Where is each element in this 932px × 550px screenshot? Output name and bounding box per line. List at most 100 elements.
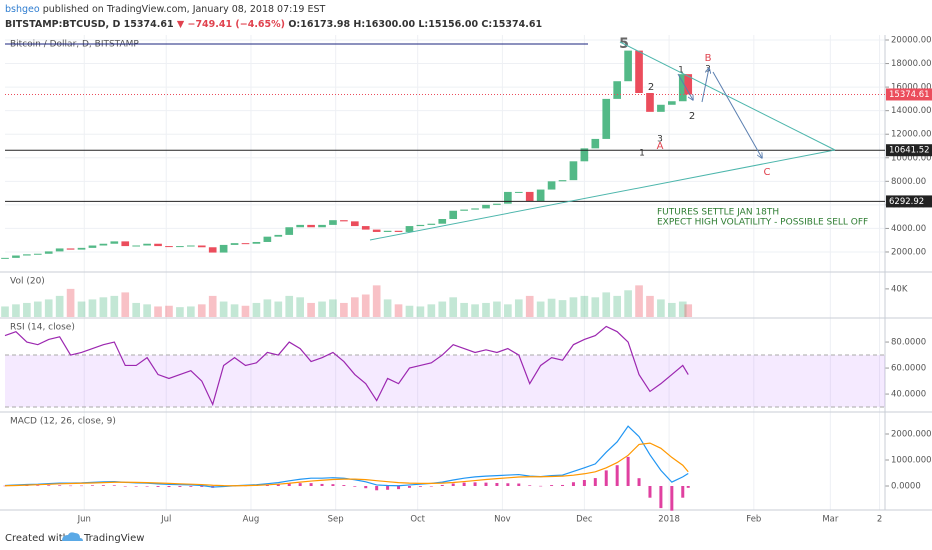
macd-histogram-bar	[582, 480, 586, 487]
y-tick-label: 0.0000	[891, 482, 921, 492]
macd-histogram-bar	[298, 483, 302, 487]
candle	[66, 248, 75, 250]
candle	[624, 50, 632, 82]
candle	[154, 243, 162, 247]
candle	[525, 191, 534, 202]
volume-bar	[274, 301, 283, 317]
last-price-badge	[886, 88, 932, 101]
open: O:16173.98	[288, 19, 350, 30]
candle	[471, 208, 479, 210]
pane-title: RSI (14, close)	[10, 323, 75, 333]
candle	[547, 181, 556, 190]
candle	[383, 230, 392, 232]
footer-brand[interactable]: TradingView	[83, 533, 144, 544]
volume-bar	[252, 302, 261, 317]
volume-bar	[591, 297, 600, 317]
y-tick-label: 18000.00	[891, 59, 932, 69]
volume-bar	[1, 306, 9, 317]
volume-bar	[219, 301, 228, 317]
macd-histogram-bar	[58, 485, 62, 487]
volume-bar	[110, 295, 119, 317]
volume-bar	[66, 288, 75, 317]
macd-histogram-bar	[90, 485, 94, 487]
volume-bar	[668, 302, 676, 317]
volume-bar	[438, 301, 447, 317]
volume-bar	[504, 304, 512, 317]
macd-histogram-bar	[276, 484, 280, 487]
macd-histogram-bar	[637, 478, 641, 487]
candle	[318, 224, 326, 228]
macd-histogram-bar	[364, 486, 368, 489]
candle	[77, 247, 86, 250]
level-badge	[886, 144, 932, 157]
annotation: EXPECT HIGH VOLATILITY - POSSIBLE SELL O…	[657, 218, 868, 228]
macd-histogram-bar	[47, 485, 51, 487]
candle	[33, 253, 42, 255]
macd-histogram-bar	[156, 486, 160, 487]
candle	[350, 221, 359, 227]
rsi-band	[5, 355, 885, 408]
macd-histogram-bar	[386, 486, 390, 490]
footer-created: Created with	[5, 533, 69, 544]
candle	[569, 161, 578, 181]
volume-bar	[471, 304, 479, 317]
high: H:16300.00	[353, 19, 415, 30]
macd-histogram-bar	[200, 486, 204, 487]
candle	[329, 220, 337, 225]
author[interactable]: bshgeo	[5, 4, 40, 15]
macd-histogram-bar	[571, 482, 575, 487]
macd-histogram-bar	[528, 485, 532, 487]
x-tick-label: Nov	[494, 515, 511, 525]
volume-bar	[416, 306, 425, 317]
macd-histogram-bar	[506, 483, 510, 487]
candle	[12, 255, 20, 258]
volume-bar	[405, 305, 414, 317]
volume-bar	[684, 304, 693, 317]
candle	[514, 191, 523, 193]
macd-histogram-bar	[112, 485, 116, 487]
candle	[427, 223, 436, 225]
candle	[99, 243, 108, 246]
x-tick-label: Aug	[243, 515, 260, 525]
volume-bar	[88, 299, 97, 317]
trendline	[619, 41, 836, 151]
candle	[241, 243, 250, 245]
x-tick-label: Sep	[328, 515, 344, 525]
volume-bar	[613, 295, 621, 317]
candle	[668, 101, 676, 105]
macd-histogram-bar	[495, 483, 499, 487]
volume-bar	[657, 299, 665, 317]
candle	[110, 241, 119, 244]
level-label: 10641.52	[889, 146, 930, 156]
volume-bar	[197, 304, 206, 317]
volume-bar	[635, 285, 643, 317]
macd-histogram-bar	[648, 486, 652, 498]
x-tick-label: Jun	[77, 515, 91, 525]
volume-bar	[44, 299, 53, 317]
macd-histogram-bar	[36, 485, 40, 487]
macd-histogram-bar	[407, 486, 411, 488]
volume-bar	[285, 295, 294, 317]
volume-bar	[602, 292, 611, 317]
y-tick-label: 14000.00	[891, 106, 932, 116]
macd-histogram-bar	[418, 486, 422, 487]
last: 15374.61	[124, 19, 174, 30]
x-tick-label: Mar	[822, 515, 839, 525]
volume-bar	[569, 297, 578, 317]
symbol: BITSTAMP:BTCUSD, D	[5, 19, 120, 30]
pane-title: Vol (20)	[10, 277, 45, 287]
macd-histogram-bar	[429, 486, 433, 487]
y-tick-label: 16000.00	[891, 83, 932, 93]
macd-histogram-bar	[397, 486, 401, 490]
candle	[296, 224, 304, 228]
volume-bar	[176, 307, 184, 317]
macd-histogram-bar	[3, 485, 7, 487]
y-tick-label: 8000.00	[891, 177, 926, 187]
volume-bar	[33, 301, 42, 317]
candle	[416, 224, 425, 227]
candle	[165, 246, 173, 248]
macd-histogram-bar	[681, 486, 685, 498]
volume-bar	[350, 297, 359, 317]
candle	[285, 227, 294, 235]
trendline	[369, 149, 836, 241]
